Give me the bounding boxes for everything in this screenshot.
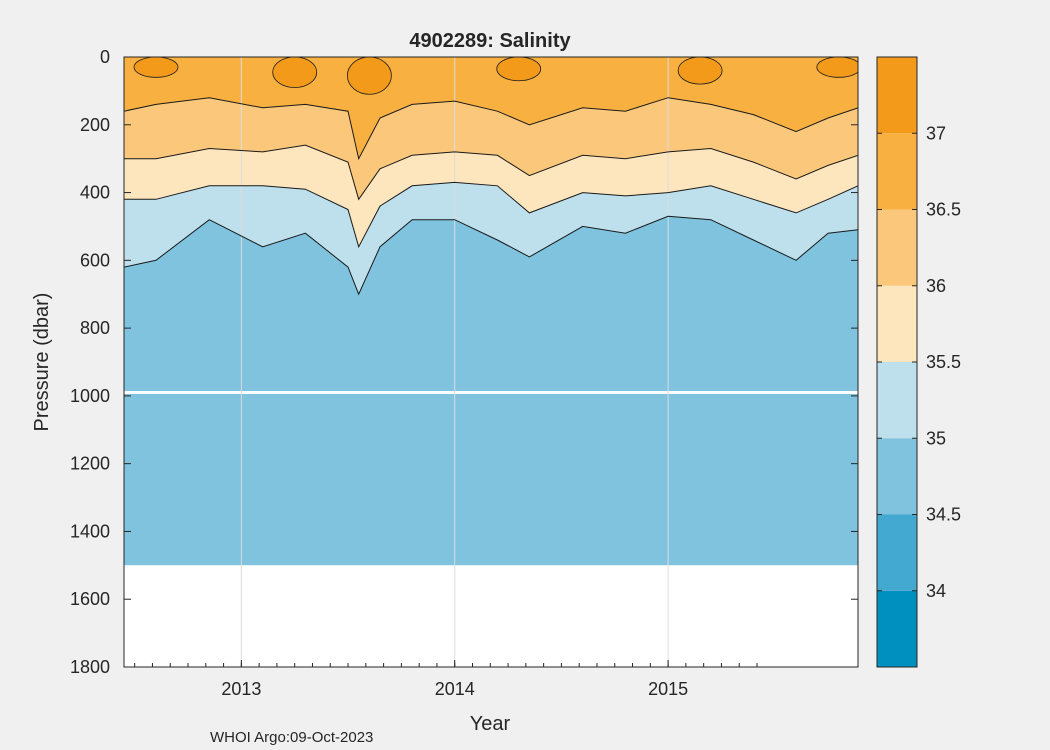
x-tick-label-2014: 2014 [435, 679, 475, 699]
colorbar-tick-label-34: 34 [926, 581, 946, 601]
colorbar-level-35 [877, 362, 917, 439]
colorbar-level-37 [877, 57, 917, 134]
y-tick-label-0: 0 [100, 47, 110, 67]
isohaline-35.5 [124, 181, 858, 249]
x-axis-ticks: 2013 2014 2015 [134, 660, 758, 699]
y-tick-label-1600: 1600 [70, 589, 110, 609]
isohaline-35 [124, 215, 858, 296]
colorbar-tick-label-34.5: 34.5 [926, 505, 961, 525]
x-tick-label-2013: 2013 [221, 679, 261, 699]
y-tick-label-1800: 1800 [70, 657, 110, 677]
surface-patch-3 [496, 57, 542, 82]
surface-patch-5 [816, 57, 858, 78]
plot-frame [123, 56, 859, 668]
y-tick-label-600: 600 [80, 250, 110, 270]
x-axis-label: Year [470, 713, 511, 735]
x-tick-label-2015: 2015 [648, 679, 688, 699]
colorbar-tick-label-36: 36 [926, 276, 946, 296]
chart-title: 4902289: Salinity [409, 30, 571, 52]
contour-fills [124, 57, 858, 667]
contour-lines [124, 57, 858, 296]
colorbar: 34 34.5 35 35.5 36 36.5 37 [876, 56, 961, 668]
y-tick-label-200: 200 [80, 115, 110, 135]
grid-lines [240, 57, 669, 667]
y-axis-label: Pressure (dbar) [31, 293, 53, 432]
colorbar-tick-label-35.5: 35.5 [926, 352, 961, 372]
isohaline-36.5 [124, 97, 858, 161]
surface-patch-4 [677, 57, 723, 85]
colorbar-tick-label-37: 37 [926, 123, 946, 143]
isohaline-36 [124, 144, 858, 201]
colorbar-level-36 [877, 209, 917, 286]
y-tick-label-1400: 1400 [70, 521, 110, 541]
no-data-region [124, 565, 858, 667]
y-tick-label-1200: 1200 [70, 454, 110, 474]
colorbar-level-34.5 [877, 438, 917, 515]
colorbar-tick-label-36.5: 36.5 [926, 200, 961, 220]
y-tick-label-800: 800 [80, 318, 110, 338]
colorbar-level-34 [877, 514, 917, 591]
colorbar-level-36.5 [877, 133, 917, 210]
colorbar-level-35.5 [877, 285, 917, 362]
surface-patch-1 [272, 57, 318, 88]
colorbar-tick-label-35: 35 [926, 428, 946, 448]
colorbar-level-33.5 [877, 590, 917, 667]
surface-patch-2 [346, 57, 392, 95]
y-tick-label-400: 400 [80, 183, 110, 203]
y-tick-label-1000: 1000 [70, 386, 110, 406]
footer-credit: WHOI Argo:09-Oct-2023 [210, 729, 373, 746]
y-axis-ticks: 0 200 400 600 800 1000 1200 1400 1600 1800 [70, 47, 858, 677]
surface-patch-0 [133, 57, 179, 78]
